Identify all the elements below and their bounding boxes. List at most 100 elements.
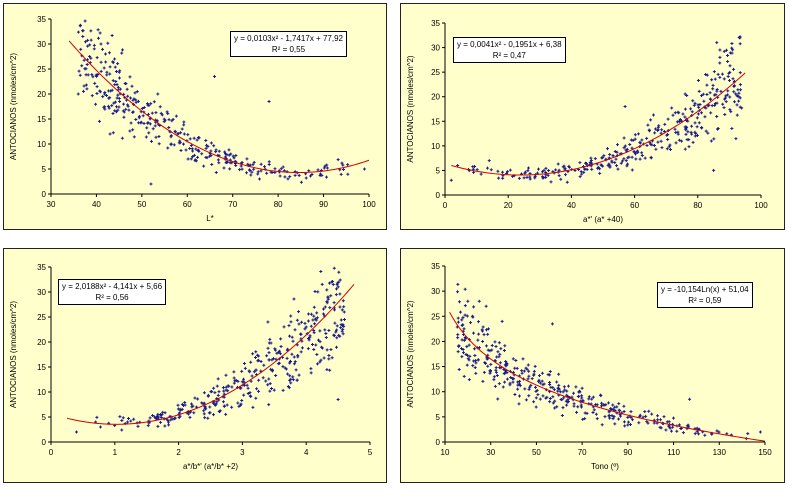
data-point xyxy=(487,159,491,163)
data-point xyxy=(735,94,739,98)
data-point xyxy=(315,311,319,315)
data-point xyxy=(670,106,674,110)
data-point xyxy=(656,414,660,418)
data-point xyxy=(497,341,501,345)
data-point xyxy=(200,152,204,156)
data-point xyxy=(693,130,697,134)
data-point xyxy=(229,152,233,156)
data-point xyxy=(252,167,256,171)
data-point xyxy=(695,426,699,430)
data-point xyxy=(113,65,117,69)
data-point xyxy=(106,41,110,45)
data-point xyxy=(129,121,133,125)
data-point xyxy=(339,318,343,322)
data-point xyxy=(472,305,476,309)
data-point xyxy=(565,403,569,407)
data-point xyxy=(551,386,555,390)
data-point xyxy=(464,352,468,356)
data-point xyxy=(599,394,603,398)
data-point xyxy=(713,103,717,107)
data-point xyxy=(202,164,206,168)
data-point xyxy=(576,395,580,399)
data-point xyxy=(527,394,531,398)
x-tick-label: 50 xyxy=(532,448,541,457)
data-point xyxy=(574,385,578,389)
data-point xyxy=(641,415,645,419)
data-point xyxy=(647,409,651,413)
data-point xyxy=(308,335,312,339)
x-tick-label: 4 xyxy=(304,448,309,457)
data-point xyxy=(194,159,198,163)
x-tick-label: 3 xyxy=(240,448,245,457)
data-point xyxy=(457,344,461,348)
data-point xyxy=(246,386,250,390)
data-point xyxy=(503,380,507,384)
data-point xyxy=(266,383,270,387)
data-point xyxy=(310,342,314,346)
data-point xyxy=(86,38,90,42)
data-point xyxy=(221,386,225,390)
data-point xyxy=(110,88,114,92)
data-point xyxy=(540,379,544,383)
data-point xyxy=(654,147,658,151)
data-point xyxy=(230,385,234,389)
data-point xyxy=(293,360,297,364)
data-point xyxy=(165,110,169,114)
data-point xyxy=(590,397,594,401)
data-point xyxy=(645,136,649,140)
data-point xyxy=(620,159,624,163)
data-point xyxy=(89,29,93,33)
data-point xyxy=(622,146,626,150)
data-point xyxy=(690,132,694,136)
data-point xyxy=(648,141,652,145)
data-point xyxy=(116,108,120,112)
data-point xyxy=(163,424,167,428)
data-point xyxy=(129,419,133,423)
data-point xyxy=(156,412,160,416)
data-point xyxy=(176,403,180,407)
data-point xyxy=(479,172,483,176)
data-point xyxy=(238,168,242,172)
data-point xyxy=(614,157,618,161)
data-point xyxy=(537,167,541,171)
data-point xyxy=(555,405,559,409)
data-point xyxy=(326,296,330,300)
data-point xyxy=(304,176,308,180)
data-point xyxy=(508,168,512,172)
data-point xyxy=(113,100,117,104)
data-point xyxy=(486,357,490,361)
data-point xyxy=(316,290,320,294)
data-point xyxy=(540,170,544,174)
data-point xyxy=(516,383,520,387)
y-tick-label: 5 xyxy=(42,165,47,174)
data-point xyxy=(557,387,561,391)
data-point xyxy=(553,399,557,403)
data-point xyxy=(340,308,344,312)
data-point xyxy=(89,56,93,60)
data-point xyxy=(159,414,163,418)
data-point xyxy=(717,430,721,434)
data-point xyxy=(700,111,704,115)
data-point xyxy=(122,115,126,119)
data-point xyxy=(654,127,658,131)
data-point xyxy=(283,175,287,179)
data-point xyxy=(312,347,316,351)
data-point xyxy=(342,168,346,172)
data-point xyxy=(663,122,667,126)
trendline xyxy=(66,283,355,425)
data-point xyxy=(108,132,112,136)
data-point xyxy=(622,409,626,413)
data-point xyxy=(640,138,644,142)
data-point xyxy=(494,368,498,372)
data-point xyxy=(715,429,719,433)
y-axis-label: ANTOCIANOS (nmoles/cm^2) xyxy=(9,301,18,409)
data-point xyxy=(136,424,140,428)
y-tick-label: 25 xyxy=(37,313,46,322)
data-point xyxy=(582,170,586,174)
data-point xyxy=(625,147,629,151)
data-point xyxy=(673,111,677,115)
data-point xyxy=(659,131,663,135)
data-point xyxy=(331,282,335,286)
data-point xyxy=(613,161,617,165)
data-point xyxy=(456,336,460,340)
